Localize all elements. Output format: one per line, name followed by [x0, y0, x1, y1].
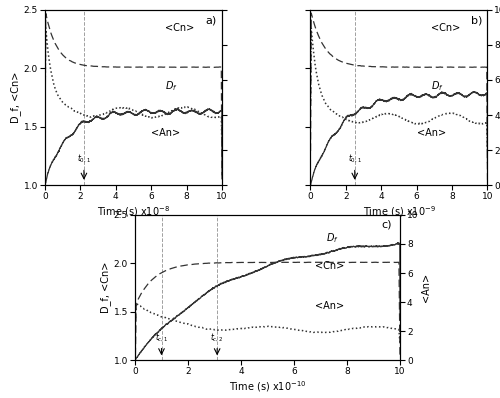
Y-axis label: D_f, <Cn>: D_f, <Cn> [100, 262, 111, 313]
Y-axis label: <An>: <An> [421, 273, 431, 302]
X-axis label: Time (s) x10$^{-8}$: Time (s) x10$^{-8}$ [97, 204, 170, 219]
Text: $D_f$: $D_f$ [431, 79, 444, 93]
Text: b): b) [471, 15, 482, 25]
Text: $D_f$: $D_f$ [166, 79, 178, 93]
Text: $t_{0,1}$: $t_{0,1}$ [348, 153, 362, 165]
Text: <An>: <An> [416, 128, 446, 138]
Text: <Cn>: <Cn> [166, 23, 194, 33]
Y-axis label: D_f, <Cn>: D_f, <Cn> [10, 72, 21, 123]
X-axis label: Time (s) x10$^{-9}$: Time (s) x10$^{-9}$ [362, 204, 436, 219]
Text: $t_{c,1}$: $t_{c,1}$ [154, 332, 168, 344]
Text: <An>: <An> [151, 128, 180, 138]
Text: a): a) [206, 15, 216, 25]
Text: <An>: <An> [315, 301, 344, 311]
Text: <Cn>: <Cn> [315, 261, 344, 271]
X-axis label: Time (s) x10$^{-10}$: Time (s) x10$^{-10}$ [229, 379, 306, 394]
Text: <Cn>: <Cn> [431, 23, 460, 33]
Text: $t_{0,1}$: $t_{0,1}$ [77, 153, 91, 165]
Text: $t_{c,2}$: $t_{c,2}$ [210, 332, 224, 344]
Text: c): c) [382, 219, 392, 229]
Text: $D_f$: $D_f$ [326, 231, 338, 245]
